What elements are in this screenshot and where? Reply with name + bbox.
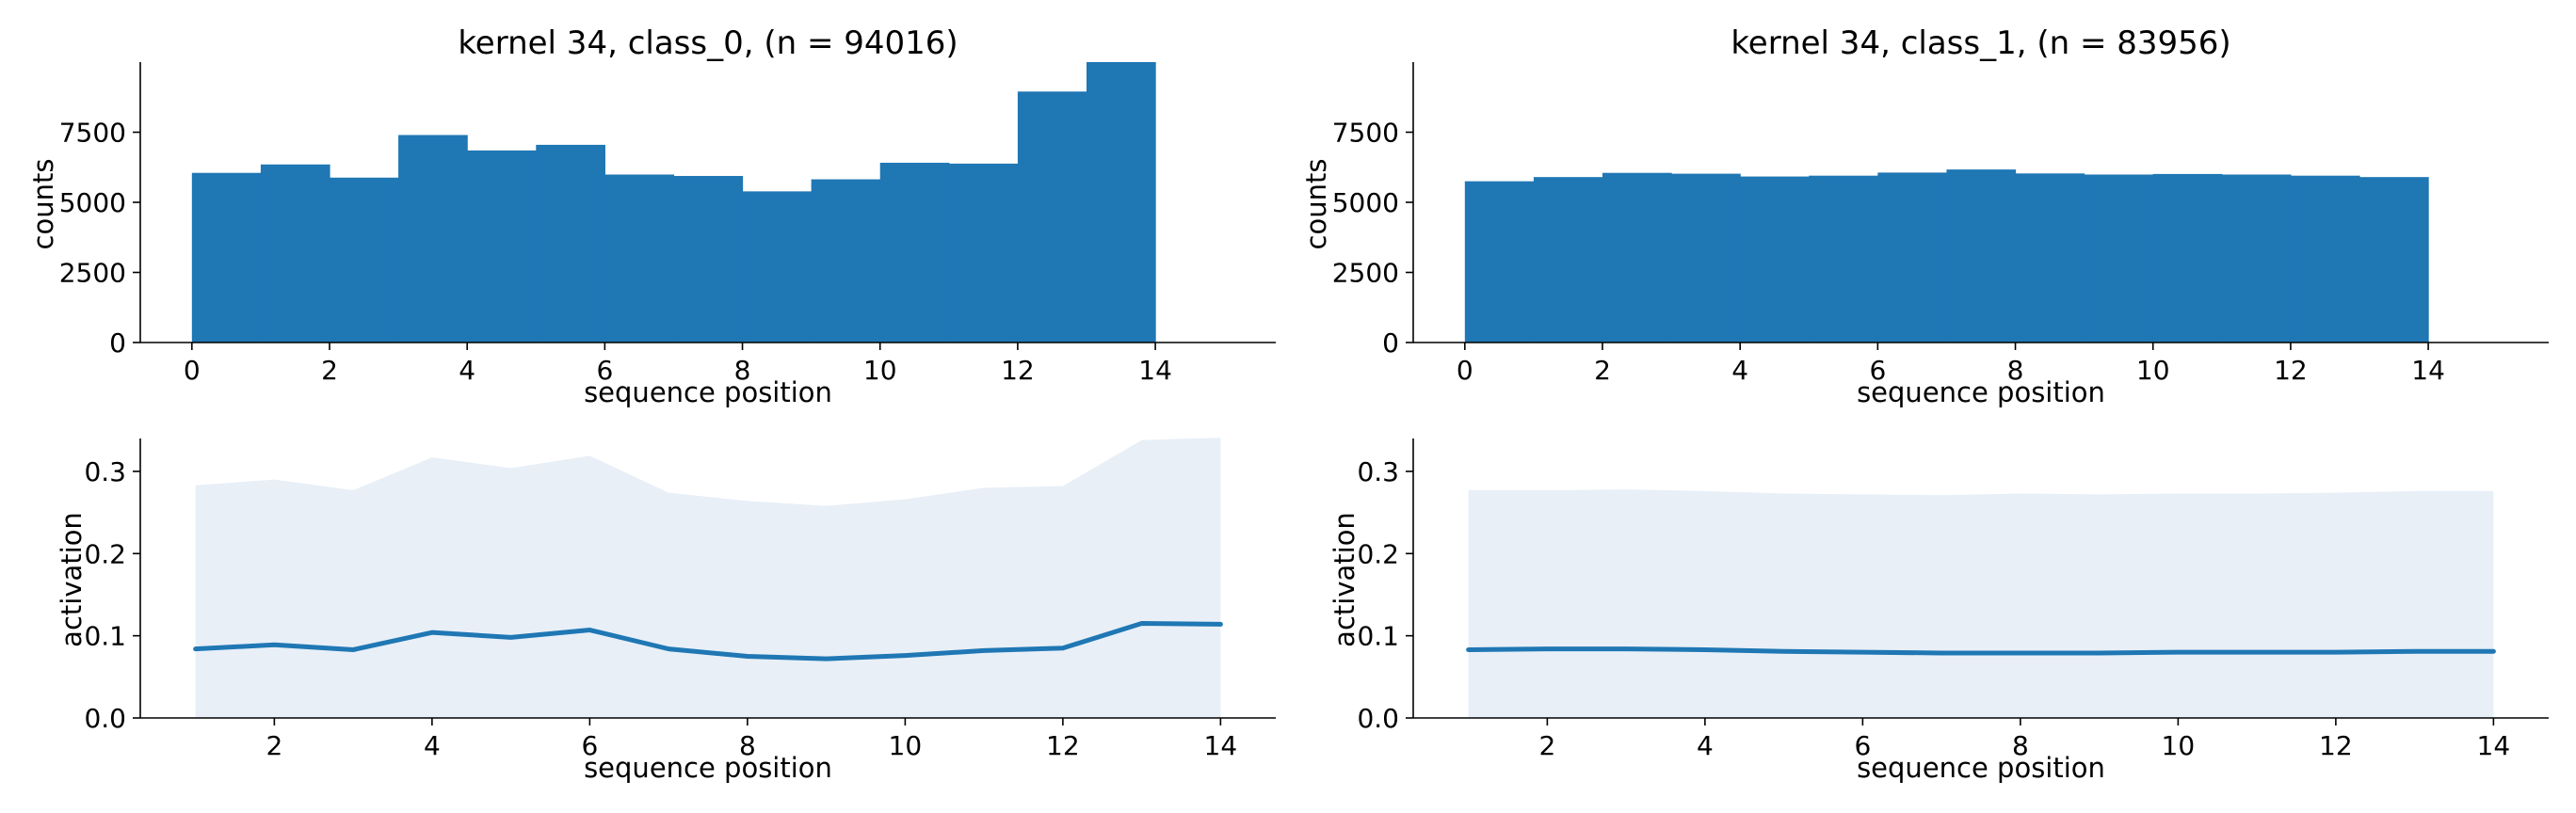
histogram-bar <box>467 150 537 343</box>
y-tick-label: 5000 <box>1332 187 1399 218</box>
mean-activation-line <box>1466 646 2496 656</box>
x-tick-label: 2 <box>1538 730 1555 761</box>
y-tick-label: 0.3 <box>84 456 126 487</box>
histogram-bar <box>1809 175 1878 343</box>
x-tick-label: 8 <box>2007 355 2024 386</box>
histogram-bar <box>1946 169 2017 343</box>
histogram-bar <box>2152 173 2223 343</box>
histogram-bar <box>1464 181 1535 343</box>
plot-area <box>193 438 1223 718</box>
histogram-bar <box>1017 91 1087 343</box>
histogram-bar <box>673 175 744 343</box>
y-tick-label: 0.2 <box>1357 538 1399 569</box>
y-tick-label: 0.0 <box>84 703 126 734</box>
x-tick-label: 10 <box>2162 730 2196 761</box>
histogram-bar <box>2084 174 2154 343</box>
y-axis-label: counts <box>27 159 59 250</box>
y-axis-label: activation <box>56 512 88 647</box>
y-tick-label: 2500 <box>1332 258 1399 289</box>
histogram-bar <box>1740 176 1810 343</box>
activation-class1-panel: sequence position activation 2 4 6 8 10 12 14 0… <box>1328 438 2549 784</box>
y-tick-label: 0.1 <box>1357 621 1399 652</box>
y-axis-label: counts <box>1300 159 1332 250</box>
histogram-class0-panel: kernel 34, class_0, (n = 94016) sequence… <box>27 24 1276 408</box>
x-axis-label: sequence position <box>1857 752 2105 784</box>
x-tick-label: 4 <box>1731 355 1748 386</box>
histogram-bar <box>398 135 468 343</box>
x-tick-label: 8 <box>734 355 751 386</box>
x-tick-label: 14 <box>1204 730 1238 761</box>
x-tick-label: 4 <box>459 355 475 386</box>
histogram-bar <box>1671 173 1741 343</box>
activation-class0-panel: sequence position activation 2 4 6 8 10 12 14 0… <box>56 438 1276 784</box>
y-tick-label: 0.2 <box>84 538 126 569</box>
histogram-bar <box>2015 173 2085 343</box>
histogram-bar <box>879 162 950 343</box>
plot-area <box>191 62 1156 343</box>
y-tick-label: 0.3 <box>1357 456 1399 487</box>
activation-range-band <box>1468 489 2494 718</box>
y-tick-label: 0 <box>109 327 126 359</box>
x-tick-label: 12 <box>1001 355 1035 386</box>
histogram-bar <box>536 144 605 343</box>
plot-area <box>1466 489 2496 718</box>
histogram-bar <box>1533 177 1603 343</box>
histogram-bar <box>260 164 330 343</box>
x-tick-label: 12 <box>2319 730 2353 761</box>
activation-range-band <box>195 438 1221 718</box>
histogram-bar <box>811 179 881 343</box>
x-tick-label: 8 <box>2012 730 2029 761</box>
x-tick-label: 14 <box>2477 730 2511 761</box>
histogram-bar <box>191 172 262 343</box>
x-tick-label: 10 <box>2136 355 2170 386</box>
histogram-bar <box>330 177 399 343</box>
histogram-bar <box>1087 62 1156 343</box>
chart-title: kernel 34, class_1, (n = 83956) <box>1731 24 2230 62</box>
mean-activation-line <box>193 621 1223 662</box>
y-tick-label: 2500 <box>59 258 126 289</box>
x-tick-label: 2 <box>321 355 338 386</box>
x-tick-label: 6 <box>581 730 598 761</box>
y-tick-label: 7500 <box>1332 118 1399 149</box>
chart-title: kernel 34, class_0, (n = 94016) <box>458 24 958 62</box>
x-axis-label: sequence position <box>584 752 832 784</box>
y-tick-label: 0.0 <box>1357 703 1399 734</box>
histogram-bar <box>1602 172 1672 343</box>
x-tick-label: 14 <box>2411 355 2445 386</box>
histogram-bar <box>2290 175 2360 343</box>
y-tick-label: 0 <box>1382 327 1399 359</box>
x-tick-label: 12 <box>1046 730 1080 761</box>
y-tick-label: 5000 <box>59 187 126 218</box>
x-tick-label: 10 <box>863 355 897 386</box>
x-tick-label: 8 <box>739 730 756 761</box>
x-tick-label: 2 <box>266 730 282 761</box>
histogram-bar <box>2359 177 2429 343</box>
histogram-bar <box>604 174 675 343</box>
x-tick-label: 2 <box>1594 355 1611 386</box>
x-tick-label: 4 <box>1697 730 1714 761</box>
x-tick-label: 6 <box>1869 355 1886 386</box>
x-axis-label: sequence position <box>584 376 832 408</box>
y-tick-label: 7500 <box>59 118 126 149</box>
x-tick-label: 4 <box>424 730 441 761</box>
x-tick-label: 12 <box>2274 355 2308 386</box>
x-tick-label: 10 <box>889 730 923 761</box>
y-axis-label: activation <box>1328 512 1360 647</box>
x-tick-label: 14 <box>1138 355 1172 386</box>
x-tick-label: 0 <box>184 355 201 386</box>
histogram-bar <box>1877 172 1948 343</box>
x-tick-label: 6 <box>1854 730 1871 761</box>
x-tick-label: 0 <box>1457 355 1473 386</box>
x-axis-label: sequence position <box>1857 376 2105 408</box>
y-tick-label: 0.1 <box>84 621 126 652</box>
histogram-class1-panel: kernel 34, class_1, (n = 83956) sequence… <box>1300 24 2549 408</box>
histogram-bar <box>948 163 1019 343</box>
plot-area <box>1464 169 2429 343</box>
histogram-bar <box>742 191 813 343</box>
x-tick-label: 6 <box>596 355 613 386</box>
histogram-bar <box>2221 174 2292 343</box>
